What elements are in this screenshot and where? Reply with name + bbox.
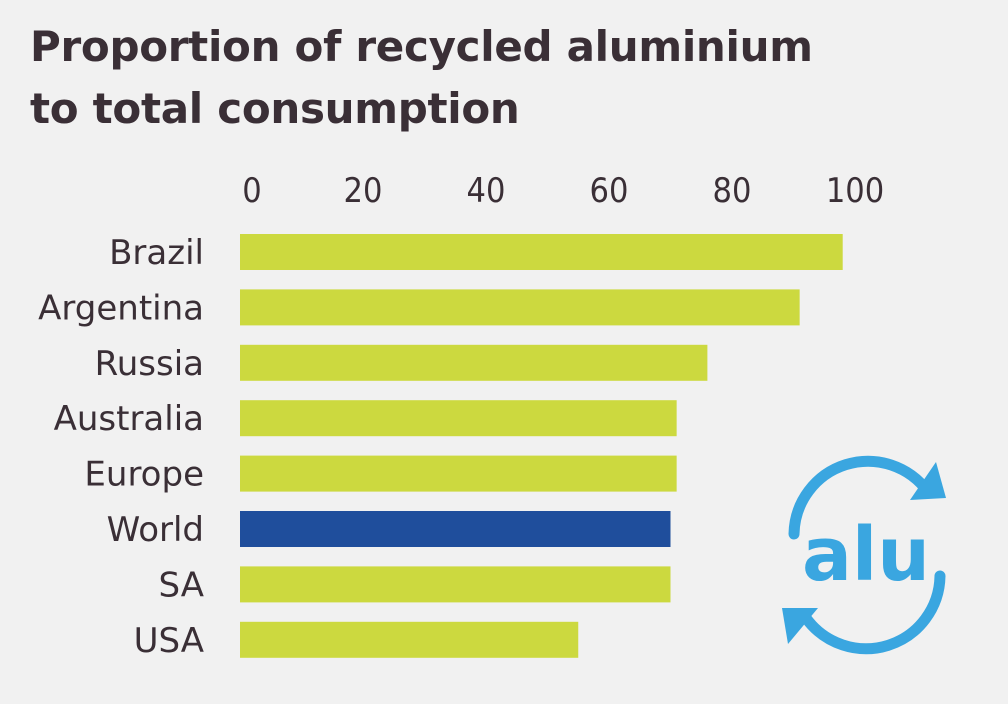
chart-title-line-2: to total consumption (30, 84, 520, 133)
category-label-world: World (107, 510, 204, 550)
category-label-argentina: Argentina (38, 288, 204, 328)
bar-russia (240, 344, 708, 381)
category-labels: Brazil Argentina Russia Australia Europe Worl… (38, 233, 204, 661)
chart-title: Proportion of recycled aluminium to tota… (30, 16, 813, 140)
bar-usa (240, 621, 579, 658)
x-tick-label: 0 (242, 171, 261, 211)
category-label-australia: Australia (54, 399, 204, 439)
x-tick-label: 20 (344, 171, 383, 211)
x-tick-label: 80 (713, 171, 752, 211)
category-label-sa: SA (159, 565, 204, 605)
bar-sa (240, 566, 671, 603)
bar-argentina (240, 289, 800, 326)
bar-australia (240, 400, 677, 437)
bars (240, 234, 843, 658)
x-tick-label: 60 (590, 171, 629, 211)
category-label-brazil: Brazil (109, 233, 204, 273)
bar-europe (240, 455, 677, 492)
x-axis-ticks: 0 20 40 60 80 100 (242, 171, 884, 211)
chart-title-line-1: Proportion of recycled aluminium (30, 22, 813, 71)
category-label-russia: Russia (95, 344, 204, 384)
bar-world (240, 511, 671, 547)
x-tick-label: 100 (826, 171, 884, 211)
bar-brazil (240, 234, 843, 270)
category-label-usa: USA (134, 621, 204, 661)
arrowheads (782, 462, 946, 644)
alu-recycle-logo: alu (782, 455, 946, 655)
logo-text: alu (802, 512, 930, 598)
x-tick-label: 40 (467, 171, 506, 211)
recycle-arrows-icon (788, 455, 946, 655)
category-label-europe: Europe (84, 455, 204, 495)
